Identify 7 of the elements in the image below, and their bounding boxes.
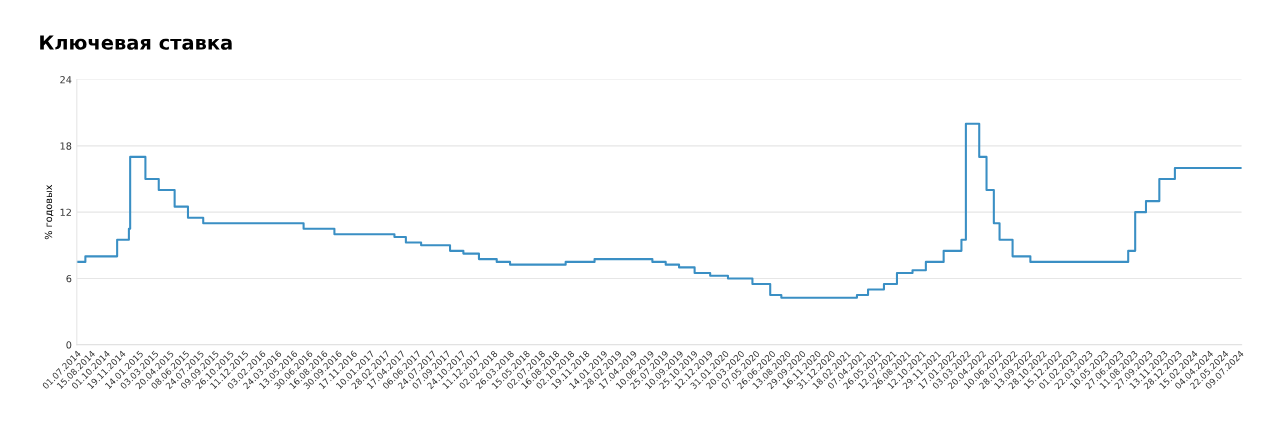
chart-title: Ключевая ставка [40,35,232,50]
y-axis-title: % годовых [44,184,54,240]
y-tick-label: 18 [60,142,72,150]
y-tick-label: 0 [66,341,72,349]
y-tick-label: 6 [66,274,72,283]
y-tick-label: 24 [60,76,72,84]
y-tick-label: 12 [60,208,71,216]
